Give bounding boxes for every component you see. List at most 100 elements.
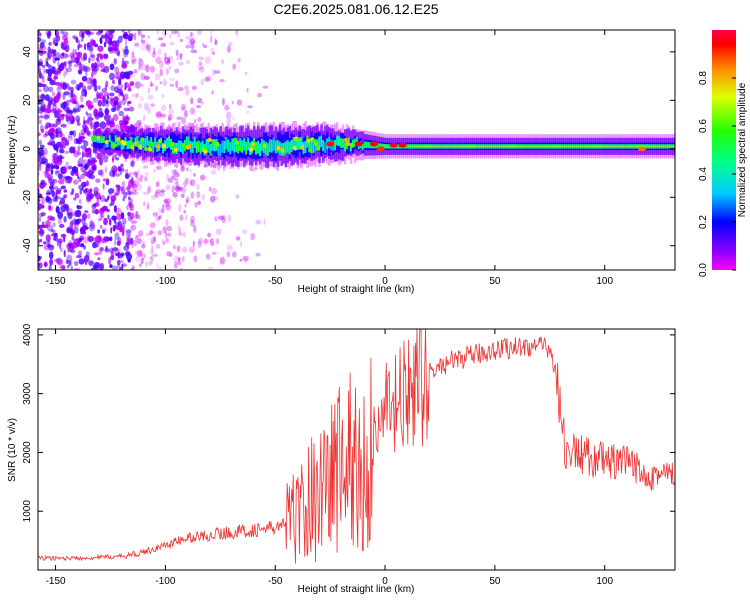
spectrogram-cell [150, 231, 157, 235]
spectrogram-cell [116, 75, 123, 80]
spectrogram-cell [176, 56, 180, 61]
spectrogram-cell [119, 123, 124, 130]
spectrogram-cell [85, 111, 88, 116]
spectrogram-cell [143, 165, 149, 169]
spectrogram-cell [284, 141, 288, 155]
spectrogram-cell [88, 260, 94, 266]
spectrogram-cell [63, 105, 70, 112]
spectrogram-cell [64, 139, 70, 146]
spectrogram-cell [116, 213, 122, 221]
spectrogram-cell [147, 106, 152, 114]
spectrogram-cell [211, 90, 214, 95]
spectrogram-cell [121, 167, 124, 172]
spectrogram-cell [198, 56, 205, 61]
spectrogram-cell [112, 133, 116, 147]
spectrogram-cell [99, 263, 104, 270]
spectrogram-cell [172, 142, 175, 154]
spectrogram-cell [172, 192, 178, 198]
spectrogram-cell [191, 85, 197, 91]
spectrogram-cell [54, 52, 61, 60]
spectrogram-cell [98, 235, 103, 244]
colorbar: 0.0 0.2 0.4 0.6 0.8 Normalized spectral ampl… [698, 30, 748, 277]
spectrogram-cell [226, 244, 233, 252]
spectrogram-cell [377, 143, 380, 149]
spectrogram-cell [154, 191, 161, 198]
spectrogram-cell [123, 245, 130, 251]
spectrogram-cell [143, 115, 146, 122]
spectrogram-cell [367, 142, 371, 149]
spectrogram-cell [252, 167, 257, 172]
spectrogram-cell [190, 215, 195, 223]
spectrogram-cell [180, 193, 185, 198]
spectrogram-cell [67, 85, 71, 91]
spectrogram-cell [213, 196, 219, 201]
spectrogram-peak [345, 141, 351, 146]
spectrogram-cell [110, 227, 113, 234]
spectrogram-peak [638, 146, 647, 152]
spectrogram-cell [69, 98, 76, 103]
spectrogram-cell [161, 104, 167, 112]
spectrogram-cell [40, 75, 45, 80]
spectrogram-cell [78, 104, 85, 109]
spectrogram-cell [347, 139, 351, 155]
spectrogram-cell [189, 107, 195, 115]
spectrogram-cell [51, 91, 56, 97]
spectrogram-cell [135, 211, 139, 219]
spectrogram-frame [37, 29, 676, 271]
spectrogram-cell [71, 116, 75, 123]
spectrogram-cells [38, 30, 675, 270]
spectrogram-cell [211, 251, 217, 255]
spectrogram-cell [292, 136, 295, 150]
spectrogram-cell [257, 140, 260, 154]
spectrogram-cell [405, 144, 408, 149]
spectrogram-cell [118, 119, 124, 126]
spectrogram-cell [120, 252, 125, 257]
spectrogram-cell [190, 219, 195, 227]
spectrogram-cell [48, 264, 52, 270]
spectrogram-cell [116, 240, 121, 246]
spectrogram-cell [52, 102, 57, 107]
spectrogram-peak [354, 141, 363, 147]
spectrogram-cell [193, 136, 197, 148]
spectrogram-cell [45, 165, 48, 174]
spectrogram-cell [117, 166, 122, 172]
spectrogram-cell [113, 205, 117, 213]
spectrogram-cell [185, 199, 189, 204]
spectrogram-cell [219, 143, 222, 156]
spectrogram-cell [157, 207, 163, 214]
spectrogram-cell [46, 240, 51, 245]
spectrogram-cell [235, 139, 238, 152]
top-x-axis-label: Height of straight line (km) [298, 284, 415, 295]
top-x-tick-label: 100 [596, 276, 613, 287]
spectrogram-cell [58, 67, 62, 74]
spectrogram-cell [47, 244, 52, 248]
spectrogram-cell [232, 115, 236, 121]
spectrogram-cell [120, 92, 124, 97]
spectrogram-cell [185, 35, 191, 41]
spectrogram-cell [290, 139, 293, 153]
spectrogram-cell [139, 174, 144, 178]
spectrogram-cell [121, 228, 125, 237]
spectrogram-cell [109, 203, 112, 207]
spectrogram-cell [178, 232, 184, 237]
spectrogram-cell [66, 110, 74, 114]
spectrogram-cell [188, 39, 192, 43]
spectrogram-cell [231, 100, 234, 105]
spectrogram-cell [89, 152, 92, 159]
spectrogram-cell [200, 175, 204, 180]
spectrogram-cell [121, 30, 125, 33]
spectrogram-cell [133, 180, 140, 186]
spectrogram-cell [263, 218, 266, 226]
spectrogram-cell [70, 79, 77, 85]
spectrogram-cell [89, 219, 94, 226]
spectrogram-cell [157, 37, 164, 41]
spectrogram-cell [294, 138, 297, 151]
spectrogram-cell [99, 225, 103, 229]
spectrogram-cell [211, 68, 217, 76]
spectrogram-cell [210, 47, 215, 56]
spectrogram-peak [148, 147, 153, 152]
spectrogram-cell [118, 92, 121, 97]
spectrogram-cell [138, 57, 142, 62]
spectrogram-cell [178, 227, 182, 236]
spectrogram-cell [154, 139, 157, 157]
